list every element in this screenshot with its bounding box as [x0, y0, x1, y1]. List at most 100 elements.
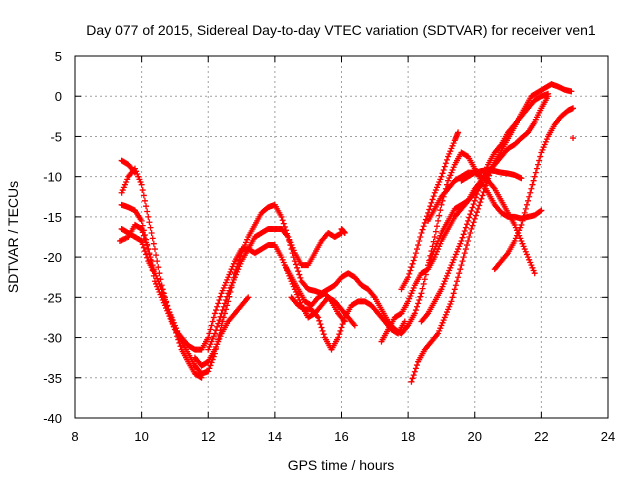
data-point: [461, 250, 468, 257]
data-point: [525, 254, 532, 261]
data-point: [412, 307, 419, 314]
data-point: [521, 246, 528, 253]
data-point: [416, 297, 423, 304]
data-point: [177, 343, 184, 350]
data-point: [211, 346, 218, 353]
data-point: [412, 365, 419, 372]
data-point: [140, 192, 147, 199]
data-point: [231, 274, 238, 281]
data-point: [159, 286, 166, 293]
data-point: [440, 280, 447, 287]
data-point: [503, 251, 510, 258]
data-point: [138, 238, 145, 245]
data-point: [411, 310, 418, 317]
data-point: [139, 222, 146, 229]
data-point: [217, 333, 224, 340]
data-point: [163, 298, 170, 305]
data-point: [440, 317, 447, 324]
data-point: [515, 229, 522, 236]
data-point: [417, 293, 424, 300]
data-point: [523, 251, 530, 258]
data-point: [205, 368, 212, 375]
data-point: [432, 187, 439, 194]
data-point: [455, 274, 462, 281]
data-point: [280, 259, 287, 266]
data-point: [278, 254, 285, 261]
data-point: [401, 318, 408, 325]
data-point: [289, 244, 296, 251]
data-point: [417, 234, 424, 240]
data-point: [341, 318, 348, 325]
data-point: [279, 256, 286, 263]
data-point: [463, 242, 470, 249]
data-point: [437, 176, 444, 183]
data-point: [319, 327, 326, 334]
data-point: [432, 228, 439, 235]
data-point: [450, 140, 457, 147]
data-point: [419, 285, 426, 292]
data-point: [208, 338, 215, 345]
data-point: [340, 317, 347, 324]
data-point: [531, 173, 538, 180]
data-point: [216, 297, 223, 304]
axis-ticks: 8 10 12 14 16 18 20 22 24 5 0 -5 -10 -15 -20 -25 -30 -35 -…: [43, 49, 615, 444]
data-point: [418, 290, 425, 297]
y-tick-label: -15: [43, 210, 62, 225]
data-point: [210, 314, 217, 321]
data-point: [477, 183, 484, 190]
data-point: [481, 185, 488, 192]
data-point: [471, 215, 478, 222]
data-point: [433, 223, 440, 230]
data-point: [225, 290, 232, 297]
data-point: [176, 339, 183, 346]
data-point: [143, 236, 150, 243]
data-point: [167, 313, 174, 320]
data-point: [314, 313, 321, 320]
data-point: [234, 268, 241, 275]
y-tick-label: 0: [55, 89, 62, 104]
x-tick-label: 16: [334, 429, 348, 444]
data-point: [218, 290, 225, 297]
data-point: [140, 227, 147, 234]
data-point: [530, 177, 537, 184]
data-point: [440, 166, 447, 173]
data-point: [420, 223, 427, 230]
data-point: [171, 326, 178, 333]
data-point: [468, 207, 475, 214]
chart-title: Day 077 of 2015, Sidereal Day-to-day VTE…: [86, 22, 596, 38]
series-5: [191, 294, 252, 369]
data-point: [173, 329, 180, 336]
data-point: [424, 311, 431, 318]
data-point: [161, 294, 168, 301]
data-point: [535, 161, 542, 168]
data-point: [147, 224, 154, 231]
data-point: [427, 203, 434, 210]
data-point: [525, 197, 532, 204]
data-point: [513, 232, 520, 239]
data-point: [410, 257, 417, 264]
data-point: [409, 260, 416, 267]
data-point: [218, 310, 225, 317]
data-point: [433, 240, 440, 247]
data-point: [526, 256, 533, 263]
data-point: [541, 141, 548, 148]
x-tick-label: 10: [134, 429, 148, 444]
data-point: [214, 341, 221, 348]
data-point: [143, 251, 150, 258]
data-point: [318, 324, 325, 331]
data-point: [521, 209, 528, 216]
data-point: [479, 192, 486, 199]
data-point: [138, 181, 145, 188]
data-point: [465, 217, 472, 224]
data-point: [123, 179, 130, 186]
data-point: [459, 258, 466, 265]
series-18: [570, 135, 577, 142]
data-point: [461, 227, 468, 234]
data-point: [135, 173, 142, 180]
data-point: [141, 231, 148, 238]
data-point: [436, 179, 443, 186]
data-point: [511, 238, 518, 245]
data-point: [537, 153, 544, 160]
data-point: [466, 234, 473, 240]
data-point: [137, 237, 144, 244]
